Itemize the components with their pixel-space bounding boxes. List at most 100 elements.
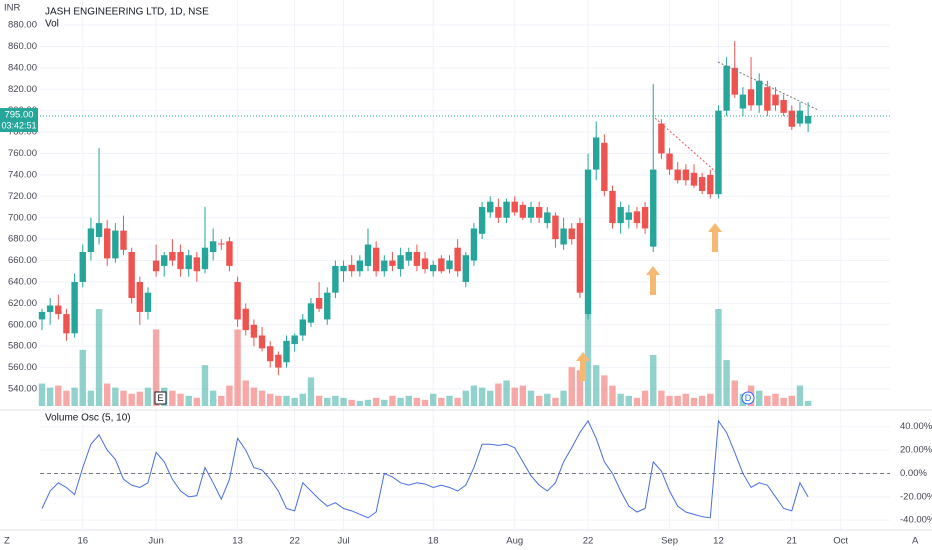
candle-body xyxy=(666,153,673,170)
candle-body xyxy=(609,190,616,224)
volume-bar xyxy=(250,387,258,406)
volume-bar xyxy=(535,395,543,406)
candle-body xyxy=(104,228,111,259)
y-tick-label: 840.00 xyxy=(8,62,37,73)
volume-bar xyxy=(405,395,412,406)
candle-body xyxy=(250,324,258,338)
candle-body xyxy=(682,169,690,181)
x-tick-label: 22 xyxy=(583,536,594,547)
x-tick-label: 22 xyxy=(289,536,300,547)
volume-bar xyxy=(519,385,527,406)
candle-body xyxy=(421,258,429,270)
volume-bar xyxy=(576,370,584,406)
volume-bar xyxy=(234,329,241,406)
candle-body xyxy=(283,340,290,363)
y-tick-label: 760.00 xyxy=(8,148,37,159)
arrow xyxy=(646,266,660,295)
volume-bar xyxy=(144,387,152,406)
candle-body xyxy=(478,207,486,234)
volume-bar xyxy=(568,367,575,406)
y-tick-label: 680.00 xyxy=(8,234,37,245)
y-tick-label: 640.00 xyxy=(8,276,37,287)
candle-body xyxy=(38,311,46,320)
volume-bar xyxy=(438,397,445,406)
volume-bar xyxy=(209,390,217,406)
volume-bar xyxy=(478,387,486,406)
volume-bar xyxy=(152,329,160,406)
candle-body xyxy=(487,201,494,213)
toolbar-button[interactable]: A xyxy=(912,536,919,547)
candle-body xyxy=(144,292,152,312)
event-marker[interactable] xyxy=(741,391,755,405)
candle-body xyxy=(601,142,608,191)
candle-body xyxy=(169,251,176,261)
countdown: 03:42:51 xyxy=(1,120,36,130)
candle-body xyxy=(46,305,54,312)
volume-bar xyxy=(609,385,616,406)
volume-bar xyxy=(136,391,143,406)
candle-body xyxy=(364,244,372,266)
y2-tick-label: 20.00% xyxy=(900,445,932,456)
volume-bar xyxy=(764,395,771,406)
candle-body xyxy=(788,110,795,127)
oscillator-line xyxy=(41,419,809,519)
candle-body xyxy=(764,87,771,111)
candle-body xyxy=(315,298,323,309)
candle-body xyxy=(438,258,445,272)
y-tick-label: 820.00 xyxy=(8,84,37,95)
y-tick-label: 560.00 xyxy=(8,362,37,373)
volume-bar xyxy=(625,395,632,406)
candle-body xyxy=(112,230,119,259)
volume-bar xyxy=(666,395,673,406)
y-tick-label: 740.00 xyxy=(8,169,37,180)
volume-bar xyxy=(332,395,339,406)
candle-body xyxy=(772,94,779,106)
trend-line xyxy=(654,117,717,173)
volume-bar xyxy=(413,397,421,406)
candle-body xyxy=(332,265,339,293)
toolbar-button[interactable]: Z xyxy=(4,536,10,547)
volume-bar xyxy=(650,354,657,406)
volume-bar xyxy=(756,390,763,406)
candle-body xyxy=(348,264,355,272)
volume-bar xyxy=(487,390,494,406)
volume-bar xyxy=(87,390,95,406)
event-marker[interactable] xyxy=(154,391,167,405)
x-tick-label: Jun xyxy=(148,536,163,547)
candle-body xyxy=(454,247,461,272)
candle-body xyxy=(258,335,266,349)
event-label: D xyxy=(745,393,752,403)
candle-body xyxy=(372,247,380,272)
volume-bar xyxy=(299,393,306,406)
arrow xyxy=(576,352,590,381)
volume-bar xyxy=(356,400,364,406)
candle-body xyxy=(511,201,518,213)
candle-body xyxy=(780,99,787,113)
candle-body xyxy=(71,281,78,334)
x-tick-label: Aug xyxy=(506,536,523,547)
candle-body xyxy=(275,354,282,368)
volume-bar xyxy=(788,395,795,406)
candle-body xyxy=(193,257,201,272)
candle-body xyxy=(650,169,657,247)
volume-bar xyxy=(112,387,119,406)
volume-bar xyxy=(275,395,282,406)
x-tick-label: 12 xyxy=(713,536,724,547)
y-tick-label: 660.00 xyxy=(8,255,37,266)
candle-body xyxy=(527,207,535,218)
candle-body xyxy=(226,241,233,266)
candle-body xyxy=(356,260,364,272)
candle-body xyxy=(715,110,722,195)
volume-bar xyxy=(601,375,608,406)
y-tick-label: 720.00 xyxy=(8,191,37,202)
volume-bar xyxy=(658,390,665,406)
volume-bar xyxy=(177,393,184,406)
arrow xyxy=(708,223,722,252)
volume-bar xyxy=(723,360,730,406)
y-tick-label: 780.00 xyxy=(8,127,37,138)
currency: INR xyxy=(4,3,21,14)
volume-bar xyxy=(185,395,192,406)
volume-bar xyxy=(446,395,453,406)
volume-bar xyxy=(772,393,779,406)
volume-bar xyxy=(617,393,624,406)
